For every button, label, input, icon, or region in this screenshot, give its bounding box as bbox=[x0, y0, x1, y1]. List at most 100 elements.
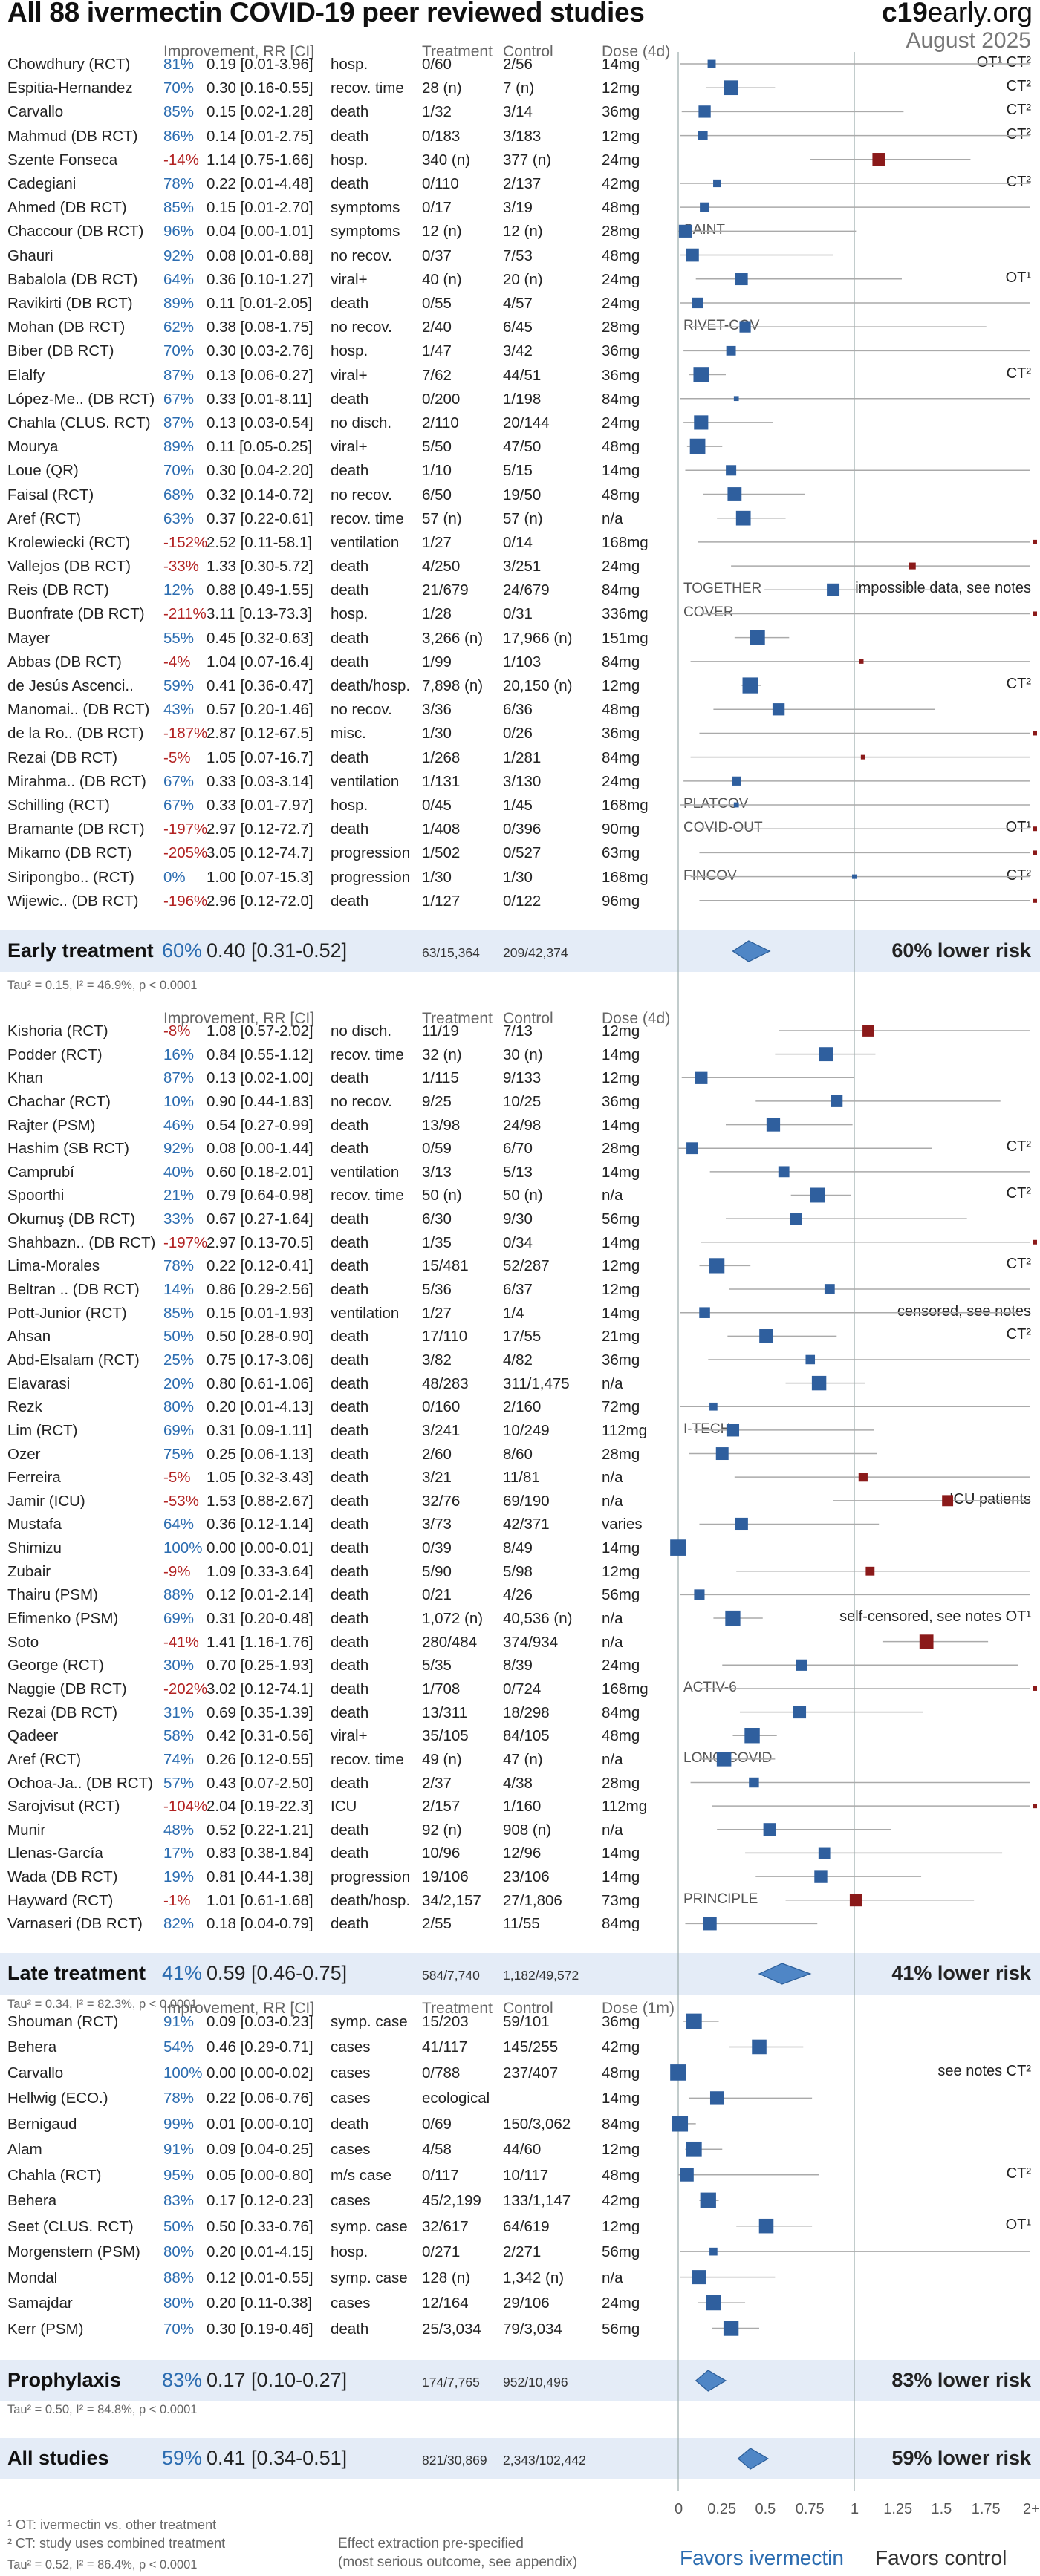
study-name: Spoorthi bbox=[7, 1187, 65, 1204]
study-row: Loue (QR) 70% 0.30 [0.04-2.20] death 1/10 5/1… bbox=[0, 458, 1040, 483]
study-improvement: 89% bbox=[163, 438, 195, 456]
study-rr: 0.00 [0.00-0.02] bbox=[207, 2064, 313, 2081]
study-control: 29/106 bbox=[503, 2295, 550, 2312]
study-row: Mourya 89% 0.11 [0.05-0.25] viral+ 5/50 47/50… bbox=[0, 434, 1040, 459]
study-improvement: 91% bbox=[163, 2013, 195, 2030]
study-dose: 42mg bbox=[602, 2038, 640, 2056]
study-row: Schilling (RCT) 67% 0.33 [0.01-7.97] hosp. 0… bbox=[0, 793, 1040, 818]
study-outcome: ICU bbox=[331, 1798, 357, 1816]
study-row: Siripongbo.. (RCT) 0% 1.00 [0.07-15.3] prog… bbox=[0, 865, 1040, 890]
study-improvement: 96% bbox=[163, 223, 195, 241]
study-name: Alam bbox=[7, 2141, 42, 2159]
study-control: 8/49 bbox=[503, 1539, 533, 1557]
study-dose: n/a bbox=[602, 1821, 623, 1839]
study-rr: 0.05 [0.00-0.80] bbox=[207, 2166, 313, 2184]
study-rr: 0.20 [0.01-4.15] bbox=[207, 2243, 313, 2261]
study-name: Wijewic.. (DB RCT) bbox=[7, 892, 139, 910]
study-rr: 0.18 [0.04-0.79] bbox=[207, 1915, 313, 1933]
x-axis-tick: 1.25 bbox=[883, 2501, 913, 2517]
study-improvement: 82% bbox=[163, 1915, 195, 1933]
section-summary-risk: 60% lower risk bbox=[891, 939, 1031, 962]
study-rr: 1.14 [0.75-1.66] bbox=[207, 151, 313, 169]
study-row: Pott-Junior (RCT) 85% 0.15 [0.01-1.93] vent… bbox=[0, 1301, 1040, 1326]
study-rr: 3.02 [0.12-74.1] bbox=[207, 1680, 313, 1698]
overall-heterogeneity: Tau² = 0.52, I² = 86.4%, p < 0.0001 bbox=[7, 2558, 198, 2572]
study-outcome: hosp. bbox=[331, 56, 368, 73]
study-control: 9/133 bbox=[503, 1069, 542, 1087]
study-treatment: 4/250 bbox=[422, 558, 461, 575]
study-row: Shahbazn.. (DB RCT) -197% 2.97 [0.13-70.5]… bbox=[0, 1230, 1040, 1255]
study-rr: 2.87 [0.12-67.5] bbox=[207, 725, 313, 743]
study-name: Cadegiani bbox=[7, 175, 77, 192]
study-row: Chahla (RCT) 95% 0.05 [0.00-0.80] m/s case 0… bbox=[0, 2163, 1040, 2188]
study-rr: 2.96 [0.12-72.0] bbox=[207, 892, 313, 910]
study-dose: 84mg bbox=[602, 581, 640, 599]
study-treatment: 0/60 bbox=[422, 56, 452, 73]
study-dose: 36mg bbox=[602, 366, 640, 384]
study-control: 17/55 bbox=[503, 1328, 542, 1346]
study-dose: 12mg bbox=[602, 1069, 640, 1087]
study-improvement: -14% bbox=[163, 151, 199, 169]
study-treatment: 19/106 bbox=[422, 1868, 469, 1886]
study-control: 4/57 bbox=[503, 294, 533, 312]
study-dose: 12mg bbox=[602, 2217, 640, 2235]
study-note: CT² bbox=[1006, 1138, 1031, 1155]
study-dose: 24mg bbox=[602, 1657, 640, 1675]
study-dose: 36mg bbox=[602, 2013, 640, 2030]
study-control: 6/37 bbox=[503, 1281, 533, 1299]
overall-summary-name: All studies bbox=[7, 2447, 109, 2469]
study-control: 377 (n) bbox=[503, 151, 551, 169]
x-axis-tick: 0.25 bbox=[707, 2501, 737, 2517]
study-name: Abd-Elsalam (RCT) bbox=[7, 1351, 140, 1369]
study-improvement: 100% bbox=[163, 1539, 203, 1557]
study-dose: n/a bbox=[602, 509, 623, 527]
study-dose: 28mg bbox=[602, 223, 640, 241]
study-name: Mondal bbox=[7, 2269, 58, 2286]
study-rr: 0.37 [0.22-0.61] bbox=[207, 509, 313, 527]
study-rr: 0.09 [0.04-0.25] bbox=[207, 2141, 313, 2159]
study-row: Chaccour (DB RCT) 96% 0.04 [0.00-1.01] symp… bbox=[0, 219, 1040, 244]
x-axis-tick: 1.5 bbox=[931, 2501, 952, 2517]
study-dose: 21mg bbox=[602, 1328, 640, 1346]
study-dose: 112mg bbox=[602, 1798, 648, 1816]
study-rr: 2.97 [0.12-72.7] bbox=[207, 821, 313, 838]
study-rr: 0.50 [0.33-0.76] bbox=[207, 2217, 313, 2235]
study-outcome: progression bbox=[331, 1868, 411, 1886]
study-treatment: 3/82 bbox=[422, 1351, 452, 1369]
brand-logo[interactable]: c19early.org bbox=[882, 0, 1033, 27]
study-dose: 151mg bbox=[602, 629, 649, 647]
study-dose: 36mg bbox=[602, 1351, 640, 1369]
study-row: Babalola (DB RCT) 64% 0.36 [0.10-1.27] vira… bbox=[0, 267, 1040, 292]
study-row: Lim (RCT) 69% 0.31 [0.09-1.11] death 3/241 10… bbox=[0, 1418, 1040, 1443]
study-treatment: 3/241 bbox=[422, 1421, 461, 1439]
study-name: Mayer bbox=[7, 629, 50, 647]
study-control: 4/38 bbox=[503, 1774, 533, 1792]
footnote-ot: ¹ OT: ivermectin vs. other treatment bbox=[7, 2517, 217, 2532]
study-treatment: 32 (n) bbox=[422, 1046, 462, 1063]
study-dose: 48mg bbox=[602, 1727, 640, 1745]
study-treatment: 2/40 bbox=[422, 319, 452, 336]
study-dose: 42mg bbox=[602, 175, 640, 192]
study-control: 84/105 bbox=[503, 1727, 550, 1745]
study-rr: 0.22 [0.12-0.41] bbox=[207, 1257, 313, 1275]
study-improvement: -196% bbox=[163, 892, 208, 910]
study-control: 18/298 bbox=[503, 1703, 550, 1721]
study-row: Mustafa 64% 0.36 [0.12-1.14] death 3/73 42/37… bbox=[0, 1512, 1040, 1536]
study-improvement: -5% bbox=[163, 749, 191, 766]
study-outcome: death/hosp. bbox=[331, 677, 411, 695]
study-improvement: 80% bbox=[163, 2243, 195, 2261]
study-improvement: -197% bbox=[163, 821, 208, 838]
study-treatment: 45/2,199 bbox=[422, 2192, 481, 2210]
study-dose: 36mg bbox=[602, 725, 640, 743]
study-row: George (RCT) 30% 0.70 [0.25-1.93] death 5/35… bbox=[0, 1653, 1040, 1677]
study-note: self-censored, see notes OT¹ bbox=[839, 1608, 1031, 1626]
study-improvement: 81% bbox=[163, 56, 195, 73]
study-row: Ochoa-Ja.. (DB RCT) 57% 0.43 [0.07-2.50] de… bbox=[0, 1771, 1040, 1796]
study-row: Chachar (RCT) 10% 0.90 [0.44-1.83] no recov… bbox=[0, 1089, 1040, 1114]
study-treatment: 0/45 bbox=[422, 797, 452, 815]
study-outcome: viral+ bbox=[331, 366, 368, 384]
study-treatment: 280/484 bbox=[422, 1633, 478, 1651]
study-row: Manomai.. (DB RCT) 43% 0.57 [0.20-1.46] no … bbox=[0, 697, 1040, 722]
study-rr: 0.12 [0.01-0.55] bbox=[207, 2269, 313, 2286]
study-treatment: 2/55 bbox=[422, 1915, 452, 1933]
